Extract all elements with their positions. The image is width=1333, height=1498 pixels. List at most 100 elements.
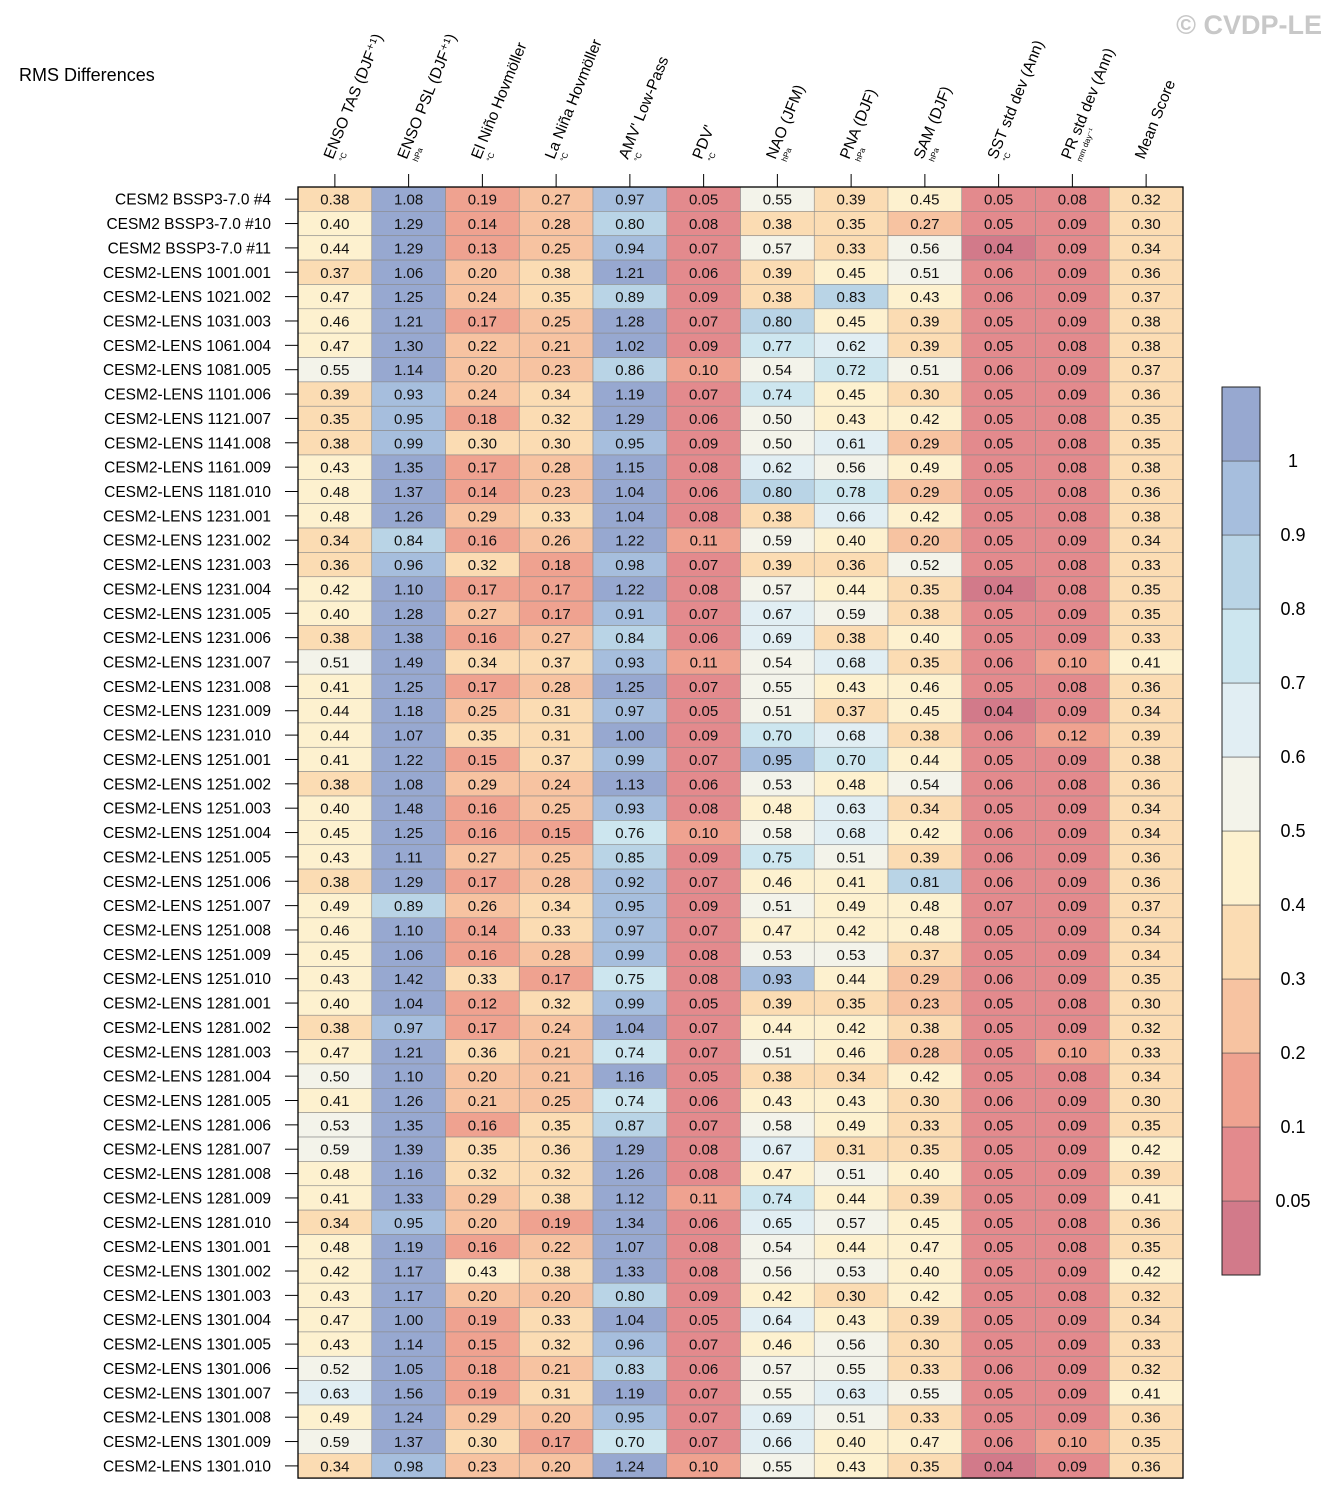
heatmap-cell	[592, 1404, 668, 1430]
cell-value: 1.33	[615, 1264, 644, 1281]
cell-value: 0.85	[615, 849, 644, 866]
cell-value: 0.24	[468, 387, 497, 404]
cell-value: 0.35	[910, 655, 939, 672]
cell-value: 0.40	[320, 216, 349, 233]
heatmap-cell	[740, 357, 815, 383]
heatmap-cell	[1108, 381, 1184, 407]
cell-value: 0.38	[320, 192, 349, 209]
cell-value: 0.36	[1132, 776, 1161, 793]
heatmap-cell	[813, 576, 889, 602]
cell-value: 0.94	[615, 240, 644, 257]
cell-value: 0.93	[763, 971, 792, 988]
cell-value: 0.95	[394, 1215, 423, 1232]
heatmap-cell	[371, 1185, 446, 1211]
cell-value: 0.69	[763, 1410, 792, 1427]
cell-value: 1.37	[394, 484, 423, 501]
cell-value: 0.37	[1132, 362, 1161, 379]
row-label: CESM2-LENS 1301.008	[103, 1410, 271, 1427]
heatmap-cell	[813, 503, 889, 529]
cell-value: 0.38	[1132, 508, 1161, 525]
heatmap-cell	[666, 1429, 741, 1455]
heatmap-cell	[813, 966, 889, 992]
cell-value: 0.37	[542, 752, 571, 769]
cell-value: 0.47	[320, 1312, 349, 1329]
heatmap-cell	[371, 259, 446, 285]
heatmap-cell	[666, 1063, 741, 1089]
heatmap-cell	[371, 235, 446, 261]
cell-value: 0.38	[320, 1020, 349, 1037]
heatmap-cell	[297, 1185, 373, 1211]
heatmap-cell	[1108, 479, 1184, 504]
cell-value: 0.68	[837, 825, 866, 842]
heatmap-cell	[445, 576, 520, 602]
cell-value: 0.51	[320, 655, 349, 672]
cell-value: 0.07	[689, 679, 718, 696]
cell-value: 1.05	[394, 1361, 423, 1378]
heatmap-cell	[961, 1039, 1036, 1065]
heatmap-cell	[371, 576, 446, 602]
cell-value: 0.23	[542, 484, 571, 501]
heatmap-cell	[740, 503, 815, 529]
cell-value: 0.70	[763, 728, 792, 745]
heatmap-cell	[1035, 211, 1110, 237]
cell-value: 0.08	[689, 801, 718, 818]
cell-value: 0.49	[320, 898, 349, 915]
heatmap-cell	[1035, 649, 1110, 675]
cell-value: 0.37	[1132, 289, 1161, 306]
cell-value: 1.13	[615, 776, 644, 793]
heatmap-cell	[297, 746, 373, 772]
cell-value: 0.54	[910, 776, 939, 793]
cell-value: 0.76	[615, 825, 644, 842]
cell-value: 0.34	[910, 801, 939, 818]
cell-value: 0.59	[837, 606, 866, 623]
cell-value: 0.44	[320, 240, 349, 257]
heatmap-cell	[445, 479, 520, 504]
cell-value: 0.08	[689, 460, 718, 477]
cell-value: 0.31	[542, 728, 571, 745]
cell-value: 0.05	[984, 752, 1013, 769]
cell-value: 0.16	[468, 1239, 497, 1256]
heatmap-cell	[592, 1234, 668, 1260]
cell-value: 0.09	[1058, 1312, 1087, 1329]
cell-value: 0.37	[1132, 898, 1161, 915]
cell-value: 0.42	[910, 1069, 939, 1086]
cell-value: 0.41	[837, 874, 866, 891]
cell-value: 0.22	[542, 1239, 571, 1256]
watermark: © CVDP-LE	[1176, 10, 1322, 40]
cell-value: 0.49	[910, 460, 939, 477]
heatmap-cell	[740, 1404, 815, 1430]
cell-value: 0.42	[763, 1288, 792, 1305]
heatmap-cell	[518, 625, 594, 651]
cell-value: 0.42	[1132, 1264, 1161, 1281]
cell-value: 0.41	[1132, 1385, 1161, 1402]
heatmap-cell	[1108, 1063, 1184, 1089]
heatmap-cell	[518, 1307, 594, 1333]
heatmap-cell	[813, 1380, 889, 1406]
cell-value: 0.35	[320, 411, 349, 428]
heatmap-cell	[445, 1380, 520, 1406]
heatmap-cell	[592, 284, 668, 310]
heatmap-cell	[666, 1014, 741, 1040]
cell-value: 0.10	[689, 825, 718, 842]
cell-value: 0.34	[1132, 922, 1161, 939]
cell-value: 0.38	[1132, 460, 1161, 477]
heatmap-cell	[961, 235, 1036, 261]
cell-value: 0.09	[1058, 922, 1087, 939]
cell-value: 0.40	[320, 606, 349, 623]
cell-value: 0.95	[763, 752, 792, 769]
cell-value: 0.09	[689, 1288, 718, 1305]
cell-value: 0.55	[763, 192, 792, 209]
heatmap-cell	[371, 211, 446, 237]
heatmap-cell	[813, 1331, 889, 1357]
cell-value: 0.08	[1058, 1239, 1087, 1256]
cell-value: 0.46	[320, 313, 349, 330]
heatmap-cell	[592, 211, 668, 237]
cell-value: 0.06	[984, 849, 1013, 866]
cell-value: 0.05	[984, 947, 1013, 964]
cell-value: 0.96	[615, 1337, 644, 1354]
cell-value: 0.08	[689, 1166, 718, 1183]
heatmap-cell	[371, 479, 446, 504]
cell-value: 0.38	[320, 630, 349, 647]
heatmap-cell	[740, 625, 815, 651]
cell-value: 0.29	[468, 1190, 497, 1207]
